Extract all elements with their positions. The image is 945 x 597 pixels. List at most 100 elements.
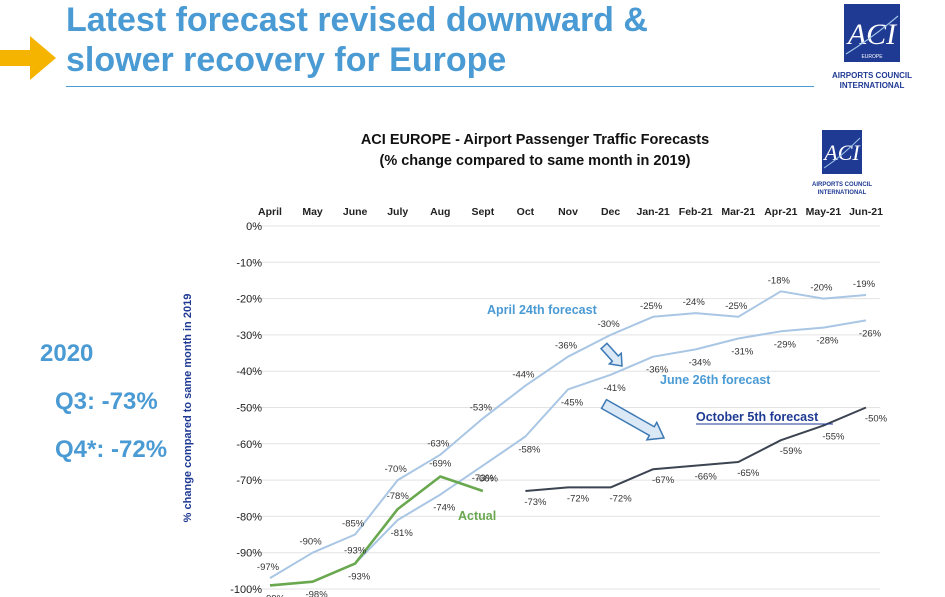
- aci-chart-logo: ACI AIRPORTS COUNCIL INTERNATIONAL: [810, 130, 874, 197]
- data-label: -36%: [646, 365, 669, 376]
- data-label: -99%: [263, 593, 286, 597]
- data-label: -25%: [640, 301, 663, 312]
- data-label: -73%: [524, 497, 547, 508]
- data-label: -53%: [470, 402, 493, 413]
- data-label: -72%: [609, 493, 632, 504]
- data-label: -29%: [774, 339, 797, 350]
- y-tick-label: 0%: [246, 221, 262, 233]
- axis-layer: 0% -10% -20% -30% -40% -50% -60% -70% -80% -90% -1…: [182, 206, 883, 596]
- x-tick-label: May-21: [806, 206, 842, 218]
- x-tick-label: Oct: [517, 206, 535, 218]
- x-tick-label: Feb-21: [679, 206, 713, 218]
- data-label: -31%: [731, 347, 754, 358]
- series-name-label: October 5th forecast: [696, 410, 819, 424]
- data-label: -20%: [810, 283, 833, 294]
- data-label: -85%: [342, 519, 365, 530]
- y-tick-label: -90%: [236, 548, 262, 560]
- x-tick-label: Apr-21: [764, 206, 797, 218]
- chart-title-block: ACI EUROPE - Airport Passenger Traffic F…: [300, 130, 770, 172]
- x-tick-label: Nov: [558, 206, 578, 218]
- data-label: -50%: [865, 414, 888, 425]
- x-tick-label: May: [302, 206, 323, 218]
- data-label: -66%: [695, 472, 718, 483]
- y-tick-label: -60%: [236, 439, 262, 451]
- y-tick-label: -100%: [230, 584, 262, 596]
- data-label: -28%: [816, 336, 839, 347]
- data-label: -59%: [780, 446, 803, 457]
- data-label: -19%: [853, 279, 876, 290]
- data-label: -74%: [433, 503, 456, 514]
- data-label: -65%: [737, 468, 760, 479]
- data-label: -98%: [305, 590, 328, 597]
- x-tick-label: June: [343, 206, 368, 218]
- x-tick-label: July: [387, 206, 408, 218]
- data-label: -45%: [561, 397, 584, 408]
- side-year: 2020: [40, 340, 94, 367]
- data-label: -55%: [822, 432, 845, 443]
- x-tick-label: Jan-21: [637, 206, 670, 218]
- arrow-right-icon: [0, 36, 56, 80]
- data-label: -73%: [472, 473, 495, 484]
- side-q3: Q3: -73%: [55, 388, 158, 415]
- side-q4: Q4*: -72%: [55, 436, 168, 463]
- annotation-layer: April 24th forecast June 26th forecast Act…: [458, 303, 833, 523]
- y-tick-label: -70%: [236, 475, 262, 487]
- slide-title: Latest forecast revised downward & slowe…: [66, 0, 826, 80]
- data-label: -30%: [597, 319, 620, 330]
- series-name-label: Actual: [458, 509, 496, 523]
- y-tick-label: -40%: [236, 366, 262, 378]
- data-label: -34%: [689, 357, 712, 368]
- series-name-label: April 24th forecast: [487, 303, 598, 317]
- x-tick-label: Mar-21: [721, 206, 755, 218]
- aci-logo: ACI EUROPE AIRPORTS COUNCIL INTERNATIONA…: [832, 4, 912, 91]
- aci-chart-logo-text-2: INTERNATIONAL: [817, 190, 867, 196]
- series-line-1: [269, 319, 867, 587]
- data-label: -93%: [344, 546, 367, 557]
- block-arrow-icon: [600, 398, 666, 441]
- data-label: -25%: [725, 301, 748, 312]
- y-tick-label: -50%: [236, 403, 262, 415]
- data-label: -69%: [429, 458, 452, 469]
- data-label: -58%: [518, 445, 541, 456]
- y-tick-label: -30%: [236, 330, 262, 342]
- label-layer: -97% -90% -85% -70% -63% -53% -44% -36% -30% -25%…: [257, 275, 888, 597]
- x-tick-label: Jun-21: [849, 206, 883, 218]
- x-tick-label: Sept: [471, 206, 494, 218]
- data-label: -81%: [391, 528, 414, 539]
- data-label: -36%: [555, 341, 578, 352]
- block-arrow-icon: [599, 342, 623, 367]
- data-label: -24%: [683, 297, 706, 308]
- chart-title: ACI EUROPE - Airport Passenger Traffic F…: [360, 132, 710, 148]
- aci-chart-logo-text-1: AIRPORTS COUNCIL: [812, 182, 872, 188]
- title-divider: [66, 86, 814, 87]
- data-label: -63%: [427, 439, 450, 450]
- x-tick-label: Dec: [601, 206, 620, 218]
- series-name-label: June 26th forecast: [660, 373, 771, 387]
- aci-chart-logo-letters: ACI: [822, 140, 861, 165]
- slide-title-line2: slower recovery for Europe: [66, 41, 507, 79]
- data-label: -67%: [652, 475, 675, 486]
- data-label: -70%: [385, 464, 408, 475]
- aci-logo-text-2: INTERNATIONAL: [839, 81, 905, 90]
- slide-title-line1: Latest forecast revised downward &: [66, 1, 648, 39]
- data-label: -72%: [567, 493, 590, 504]
- data-label: -78%: [387, 491, 410, 502]
- x-tick-label: Aug: [430, 206, 450, 218]
- series-line-0: [269, 290, 867, 579]
- data-label: -44%: [512, 370, 535, 381]
- aci-logo-mark: ACI EUROPE: [844, 4, 900, 62]
- y-tick-label: -20%: [236, 294, 262, 306]
- series-line-3: [525, 406, 867, 492]
- series-line-2: [269, 475, 484, 587]
- data-label: -18%: [768, 275, 791, 286]
- aci-logo-sub: EUROPE: [861, 54, 883, 60]
- data-label: -26%: [859, 328, 882, 339]
- aci-chart-logo-mark: ACI: [822, 130, 862, 174]
- data-label: -66%: [476, 474, 499, 485]
- data-label: -90%: [299, 537, 322, 548]
- data-label: -93%: [348, 572, 371, 583]
- data-label: -41%: [603, 383, 626, 394]
- grid-layer: [246, 225, 880, 590]
- y-tick-label: -10%: [236, 257, 262, 269]
